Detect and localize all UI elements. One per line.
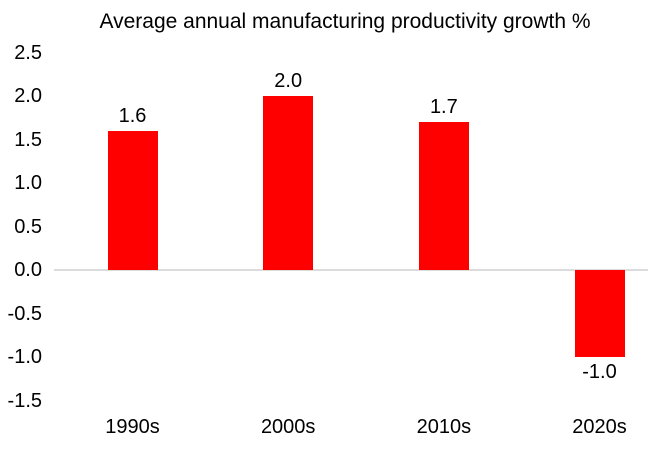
bar-value-label: 1.7 <box>429 96 458 119</box>
x-axis-category-label: 2010s <box>416 416 472 438</box>
bar-1990s <box>107 130 158 270</box>
y-axis-tick-label: -0.5 <box>7 302 42 325</box>
bar-2010s <box>418 122 469 270</box>
bar-2020s <box>574 270 625 357</box>
y-axis-tick-label: 0.0 <box>14 259 42 281</box>
bar-value-label: -1.0 <box>582 361 617 383</box>
chart-title: Average annual manufacturing productivit… <box>99 10 591 33</box>
y-axis-tick-label: 2.0 <box>14 85 42 107</box>
y-axis-tick-label: 0.5 <box>14 215 42 238</box>
zero-gridline <box>54 269 648 271</box>
x-axis-category-label: 2000s <box>260 416 316 438</box>
y-axis-tick-label: 1.0 <box>14 172 42 194</box>
y-axis-tick-label: -1.5 <box>7 389 42 412</box>
x-axis-category-label: 1990s <box>105 416 160 438</box>
y-axis-tick-label: 1.5 <box>14 128 42 151</box>
y-axis-tick-label: -1.0 <box>7 346 42 368</box>
y-axis-tick-label: 2.5 <box>14 41 42 64</box>
bar-value-label: 2.0 <box>274 70 303 92</box>
bar-value-label: 1.6 <box>118 104 147 127</box>
bar-2000s <box>263 96 314 270</box>
x-axis-category-label: 2020s <box>572 416 627 438</box>
